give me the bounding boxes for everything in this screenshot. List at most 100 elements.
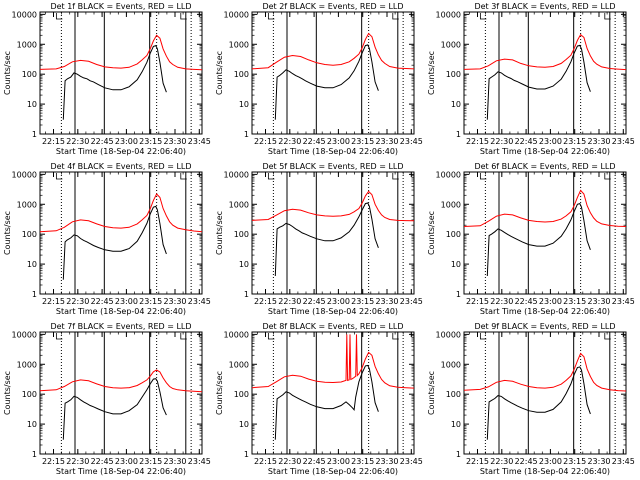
chart-title: Det 2f BLACK = Events, RED = LLD bbox=[262, 2, 403, 11]
x-tick-label: 23:45 bbox=[188, 457, 211, 466]
x-tick-label: 23:45 bbox=[612, 137, 635, 146]
x-tick-label: 23:30 bbox=[587, 457, 610, 466]
x-tick-label: 23:30 bbox=[375, 457, 398, 466]
y-tick-label: 1 bbox=[456, 450, 461, 459]
x-tick-label: 22:15 bbox=[42, 457, 65, 466]
interval-marker bbox=[479, 13, 487, 20]
interval-marker bbox=[479, 173, 487, 180]
y-tick-label: 100 bbox=[446, 230, 461, 239]
x-tick-label: 23:00 bbox=[327, 297, 350, 306]
interval-marker bbox=[392, 13, 399, 20]
y-tick-label: 1 bbox=[244, 290, 249, 299]
x-tick-label: 23:15 bbox=[351, 297, 374, 306]
chart-panel-8: Det 8f BLACK = Events, RED = LLD 1 10 100 10… bbox=[215, 322, 423, 476]
x-tick-label: 22:30 bbox=[490, 297, 513, 306]
y-axis-title: Counts/sec bbox=[215, 51, 224, 95]
series-line-lld bbox=[251, 32, 415, 70]
chart-panel-6: Det 6f BLACK = Events, RED = LLD 1 10 100 10… bbox=[427, 162, 635, 316]
x-tick-label: 22:45 bbox=[303, 297, 326, 306]
x-tick-label: 23:30 bbox=[163, 137, 186, 146]
y-tick-label: 10 bbox=[239, 100, 249, 109]
series-line-lld bbox=[463, 352, 627, 392]
y-tick-label: 1000 bbox=[17, 360, 37, 369]
chart-panel-9: Det 9f BLACK = Events, RED = LLD 1 10 100 10… bbox=[427, 322, 635, 476]
interval-marker bbox=[267, 173, 275, 180]
x-tick-label: 23:15 bbox=[139, 137, 162, 146]
chart-title: Det 3f BLACK = Events, RED = LLD bbox=[474, 2, 615, 11]
x-tick-label: 23:00 bbox=[539, 137, 562, 146]
x-tick-label: 22:45 bbox=[303, 137, 326, 146]
x-tick-label: 22:15 bbox=[466, 457, 489, 466]
x-tick-label: 23:15 bbox=[563, 137, 586, 146]
x-axis-title: Start Time (18-Sep-04 22:06:40) bbox=[56, 307, 186, 316]
y-tick-label: 10000 bbox=[436, 330, 461, 339]
x-tick-label: 22:45 bbox=[515, 137, 538, 146]
series-line-lld bbox=[251, 334, 415, 389]
x-tick-label: 23:30 bbox=[587, 297, 610, 306]
y-tick-label: 10000 bbox=[12, 170, 37, 179]
y-tick-label: 10000 bbox=[12, 330, 37, 339]
plot-frame bbox=[39, 171, 203, 295]
x-axis-title: Start Time (18-Sep-04 22:06:40) bbox=[480, 307, 610, 316]
x-axis-title: Start Time (18-Sep-04 22:06:40) bbox=[480, 467, 610, 476]
y-tick-label: 10000 bbox=[224, 10, 249, 19]
x-tick-label: 23:15 bbox=[563, 457, 586, 466]
series-line-events bbox=[62, 378, 167, 440]
plot-frame bbox=[251, 331, 415, 455]
y-axis-title: Counts/sec bbox=[427, 211, 436, 255]
x-tick-label: 22:15 bbox=[466, 137, 489, 146]
x-tick-label: 23:00 bbox=[327, 457, 350, 466]
x-tick-label: 22:30 bbox=[66, 297, 89, 306]
y-tick-label: 10000 bbox=[436, 170, 461, 179]
chart-title: Det 6f BLACK = Events, RED = LLD bbox=[474, 162, 615, 171]
x-tick-label: 22:30 bbox=[278, 457, 301, 466]
y-tick-label: 100 bbox=[22, 70, 37, 79]
y-tick-label: 1 bbox=[32, 130, 37, 139]
x-tick-label: 23:00 bbox=[539, 297, 562, 306]
interval-marker bbox=[180, 173, 187, 180]
x-tick-label: 22:45 bbox=[91, 137, 114, 146]
y-tick-label: 1000 bbox=[229, 200, 249, 209]
y-tick-label: 10 bbox=[239, 260, 249, 269]
y-tick-label: 1000 bbox=[441, 360, 461, 369]
y-tick-label: 1 bbox=[244, 130, 249, 139]
y-tick-label: 100 bbox=[234, 390, 249, 399]
y-tick-label: 1000 bbox=[441, 40, 461, 49]
y-tick-label: 1000 bbox=[441, 200, 461, 209]
interval-marker bbox=[604, 173, 611, 180]
y-tick-label: 10 bbox=[451, 100, 461, 109]
x-tick-label: 23:15 bbox=[351, 457, 374, 466]
y-tick-label: 100 bbox=[446, 390, 461, 399]
y-tick-label: 100 bbox=[234, 230, 249, 239]
chart-panel-2: Det 2f BLACK = Events, RED = LLD 1 10 100 10… bbox=[215, 2, 423, 156]
x-tick-label: 22:15 bbox=[254, 297, 277, 306]
interval-marker bbox=[180, 333, 187, 340]
y-axis-title: Counts/sec bbox=[215, 211, 224, 255]
series-line-lld bbox=[463, 189, 627, 227]
x-tick-label: 23:30 bbox=[375, 137, 398, 146]
y-tick-label: 100 bbox=[22, 390, 37, 399]
x-axis-title: Start Time (18-Sep-04 22:06:40) bbox=[268, 147, 398, 156]
x-tick-label: 23:45 bbox=[188, 297, 211, 306]
x-tick-label: 23:15 bbox=[139, 457, 162, 466]
x-tick-label: 22:45 bbox=[515, 457, 538, 466]
y-tick-label: 100 bbox=[22, 230, 37, 239]
y-axis-title: Counts/sec bbox=[3, 371, 12, 415]
x-tick-label: 22:30 bbox=[66, 457, 89, 466]
y-axis-title: Counts/sec bbox=[427, 371, 436, 415]
x-tick-label: 22:45 bbox=[91, 297, 114, 306]
x-tick-label: 23:00 bbox=[115, 297, 138, 306]
x-tick-label: 22:15 bbox=[42, 137, 65, 146]
x-tick-label: 23:00 bbox=[327, 137, 350, 146]
x-tick-label: 23:15 bbox=[351, 137, 374, 146]
interval-marker bbox=[392, 173, 399, 180]
series-line-events bbox=[486, 44, 591, 120]
chart-panel-4: Det 4f BLACK = Events, RED = LLD 1 10 100 10… bbox=[3, 162, 211, 316]
series-line-events bbox=[62, 205, 167, 280]
chart-title: Det 5f BLACK = Events, RED = LLD bbox=[262, 162, 403, 171]
series-line-events bbox=[274, 364, 379, 440]
x-tick-label: 22:15 bbox=[254, 457, 277, 466]
x-tick-label: 23:30 bbox=[375, 297, 398, 306]
y-tick-label: 100 bbox=[446, 70, 461, 79]
